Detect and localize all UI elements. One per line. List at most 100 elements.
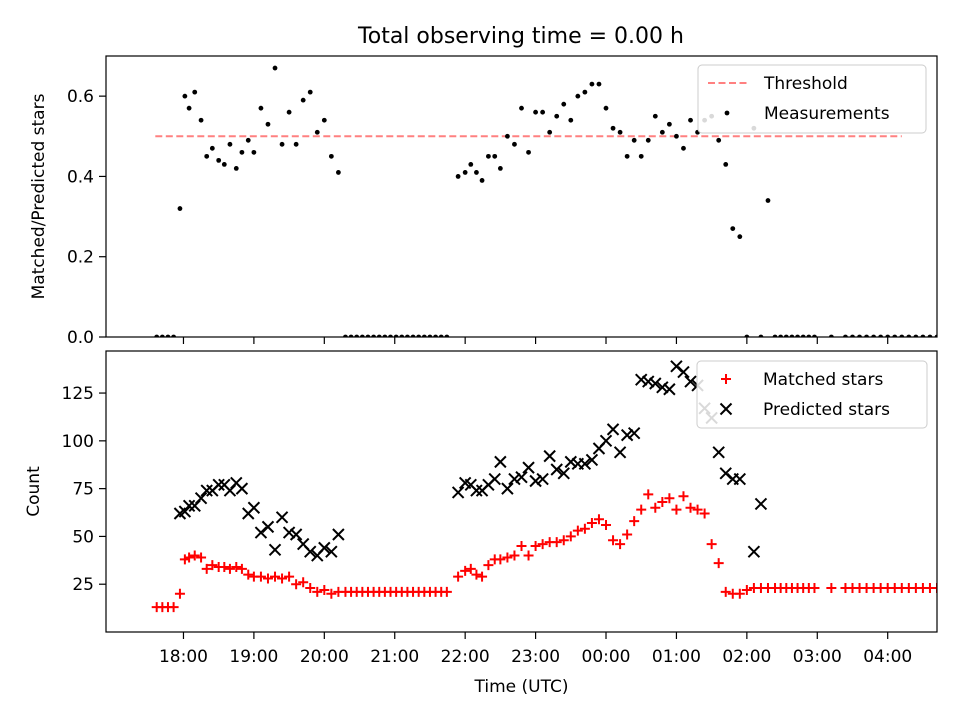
data-point: [599, 434, 613, 448]
data-point: [620, 428, 634, 442]
data-point: [586, 518, 597, 529]
data-point: [194, 491, 208, 505]
data-point: [277, 573, 288, 584]
data-point: [603, 105, 609, 111]
data-point: [261, 520, 275, 534]
data-point: [523, 550, 534, 561]
x-tick-label: 04:00: [863, 647, 912, 667]
axes-frame: [105, 350, 938, 633]
data-point: [508, 472, 521, 486]
data-point: [207, 560, 218, 571]
data-point: [741, 584, 752, 595]
data-point: [216, 157, 222, 163]
data-point: [247, 501, 261, 514]
data-point: [554, 113, 560, 119]
data-point: [636, 504, 647, 515]
x-tick-label: 01:00: [652, 647, 701, 667]
data-point: [307, 89, 313, 95]
legend: Matched stars Predicted stars: [696, 360, 928, 429]
data-point: [243, 569, 254, 580]
data-point: [262, 573, 273, 584]
data-point: [332, 528, 345, 541]
data-point: [312, 586, 323, 597]
data-point: [495, 554, 506, 565]
data-point: [627, 426, 641, 440]
data-point: [578, 457, 592, 470]
data-point: [465, 563, 476, 574]
data-point: [284, 571, 295, 582]
data-point: [723, 161, 729, 167]
data-point: [666, 121, 672, 127]
x-axis-label: Time (UTC): [474, 677, 569, 697]
y-tick-label: 0.0: [67, 328, 94, 348]
data-point: [182, 93, 188, 99]
y-axis-label: Matched/Predicted stars: [29, 93, 49, 299]
y-tick-label: 100: [62, 432, 94, 452]
y-tick-label: 75: [72, 480, 94, 500]
data-point: [291, 579, 302, 590]
data-point: [671, 504, 682, 515]
data-point: [219, 562, 230, 573]
data-point: [522, 461, 535, 474]
data-point: [455, 174, 461, 179]
legend-label: Measurements: [764, 104, 890, 124]
data-point: [643, 489, 654, 500]
data-point: [204, 153, 210, 159]
data-point: [268, 543, 282, 557]
x-tick-label: 03:00: [793, 647, 842, 667]
data-point: [681, 145, 686, 151]
legend-box: [696, 360, 928, 429]
data-point: [547, 129, 553, 135]
data-point: [265, 121, 271, 127]
data-point: [608, 535, 619, 546]
data-point: [564, 455, 578, 469]
data-point: [488, 472, 501, 486]
data-point: [826, 583, 837, 594]
data-point: [734, 588, 745, 599]
data-point: [685, 502, 696, 513]
data-point: [189, 550, 200, 561]
data-point: [615, 539, 626, 550]
data-point: [617, 129, 623, 135]
data-point: [754, 497, 768, 511]
data-point: [224, 563, 235, 574]
data-point: [659, 129, 665, 135]
data-point: [526, 149, 531, 155]
data-point: [692, 504, 703, 515]
data-point: [533, 109, 538, 115]
data-point: [486, 153, 491, 159]
data-point: [610, 125, 616, 131]
data-point: [678, 491, 689, 502]
x-tick-label: 19:00: [229, 647, 278, 667]
data-point: [657, 497, 668, 508]
data-point: [255, 571, 266, 582]
data-point: [765, 198, 771, 203]
data-point: [629, 516, 640, 527]
data-point: [477, 571, 488, 582]
data-point: [251, 149, 257, 155]
data-point: [483, 560, 494, 571]
x-tick-label: 22:00: [441, 647, 490, 667]
data-point: [453, 571, 464, 582]
data-point: [304, 545, 317, 558]
data-point: [479, 178, 485, 183]
data-point: [593, 514, 604, 525]
data-point: [471, 569, 482, 580]
data-point: [305, 583, 316, 594]
data-point: [719, 402, 733, 416]
data-point: [650, 502, 661, 513]
data-point: [236, 563, 247, 574]
data-point: [747, 545, 761, 558]
data-point: [558, 535, 569, 546]
data-point: [258, 105, 264, 111]
data-point: [663, 383, 676, 396]
plot-area: [154, 65, 937, 337]
data-point: [631, 137, 637, 143]
legend-label: Matched stars: [763, 370, 883, 390]
x-tick-label: 02:00: [722, 647, 771, 667]
data-point: [300, 97, 306, 103]
data-point: [622, 529, 633, 540]
data-point: [699, 508, 710, 519]
data-point: [664, 493, 675, 504]
data-point: [543, 449, 556, 463]
